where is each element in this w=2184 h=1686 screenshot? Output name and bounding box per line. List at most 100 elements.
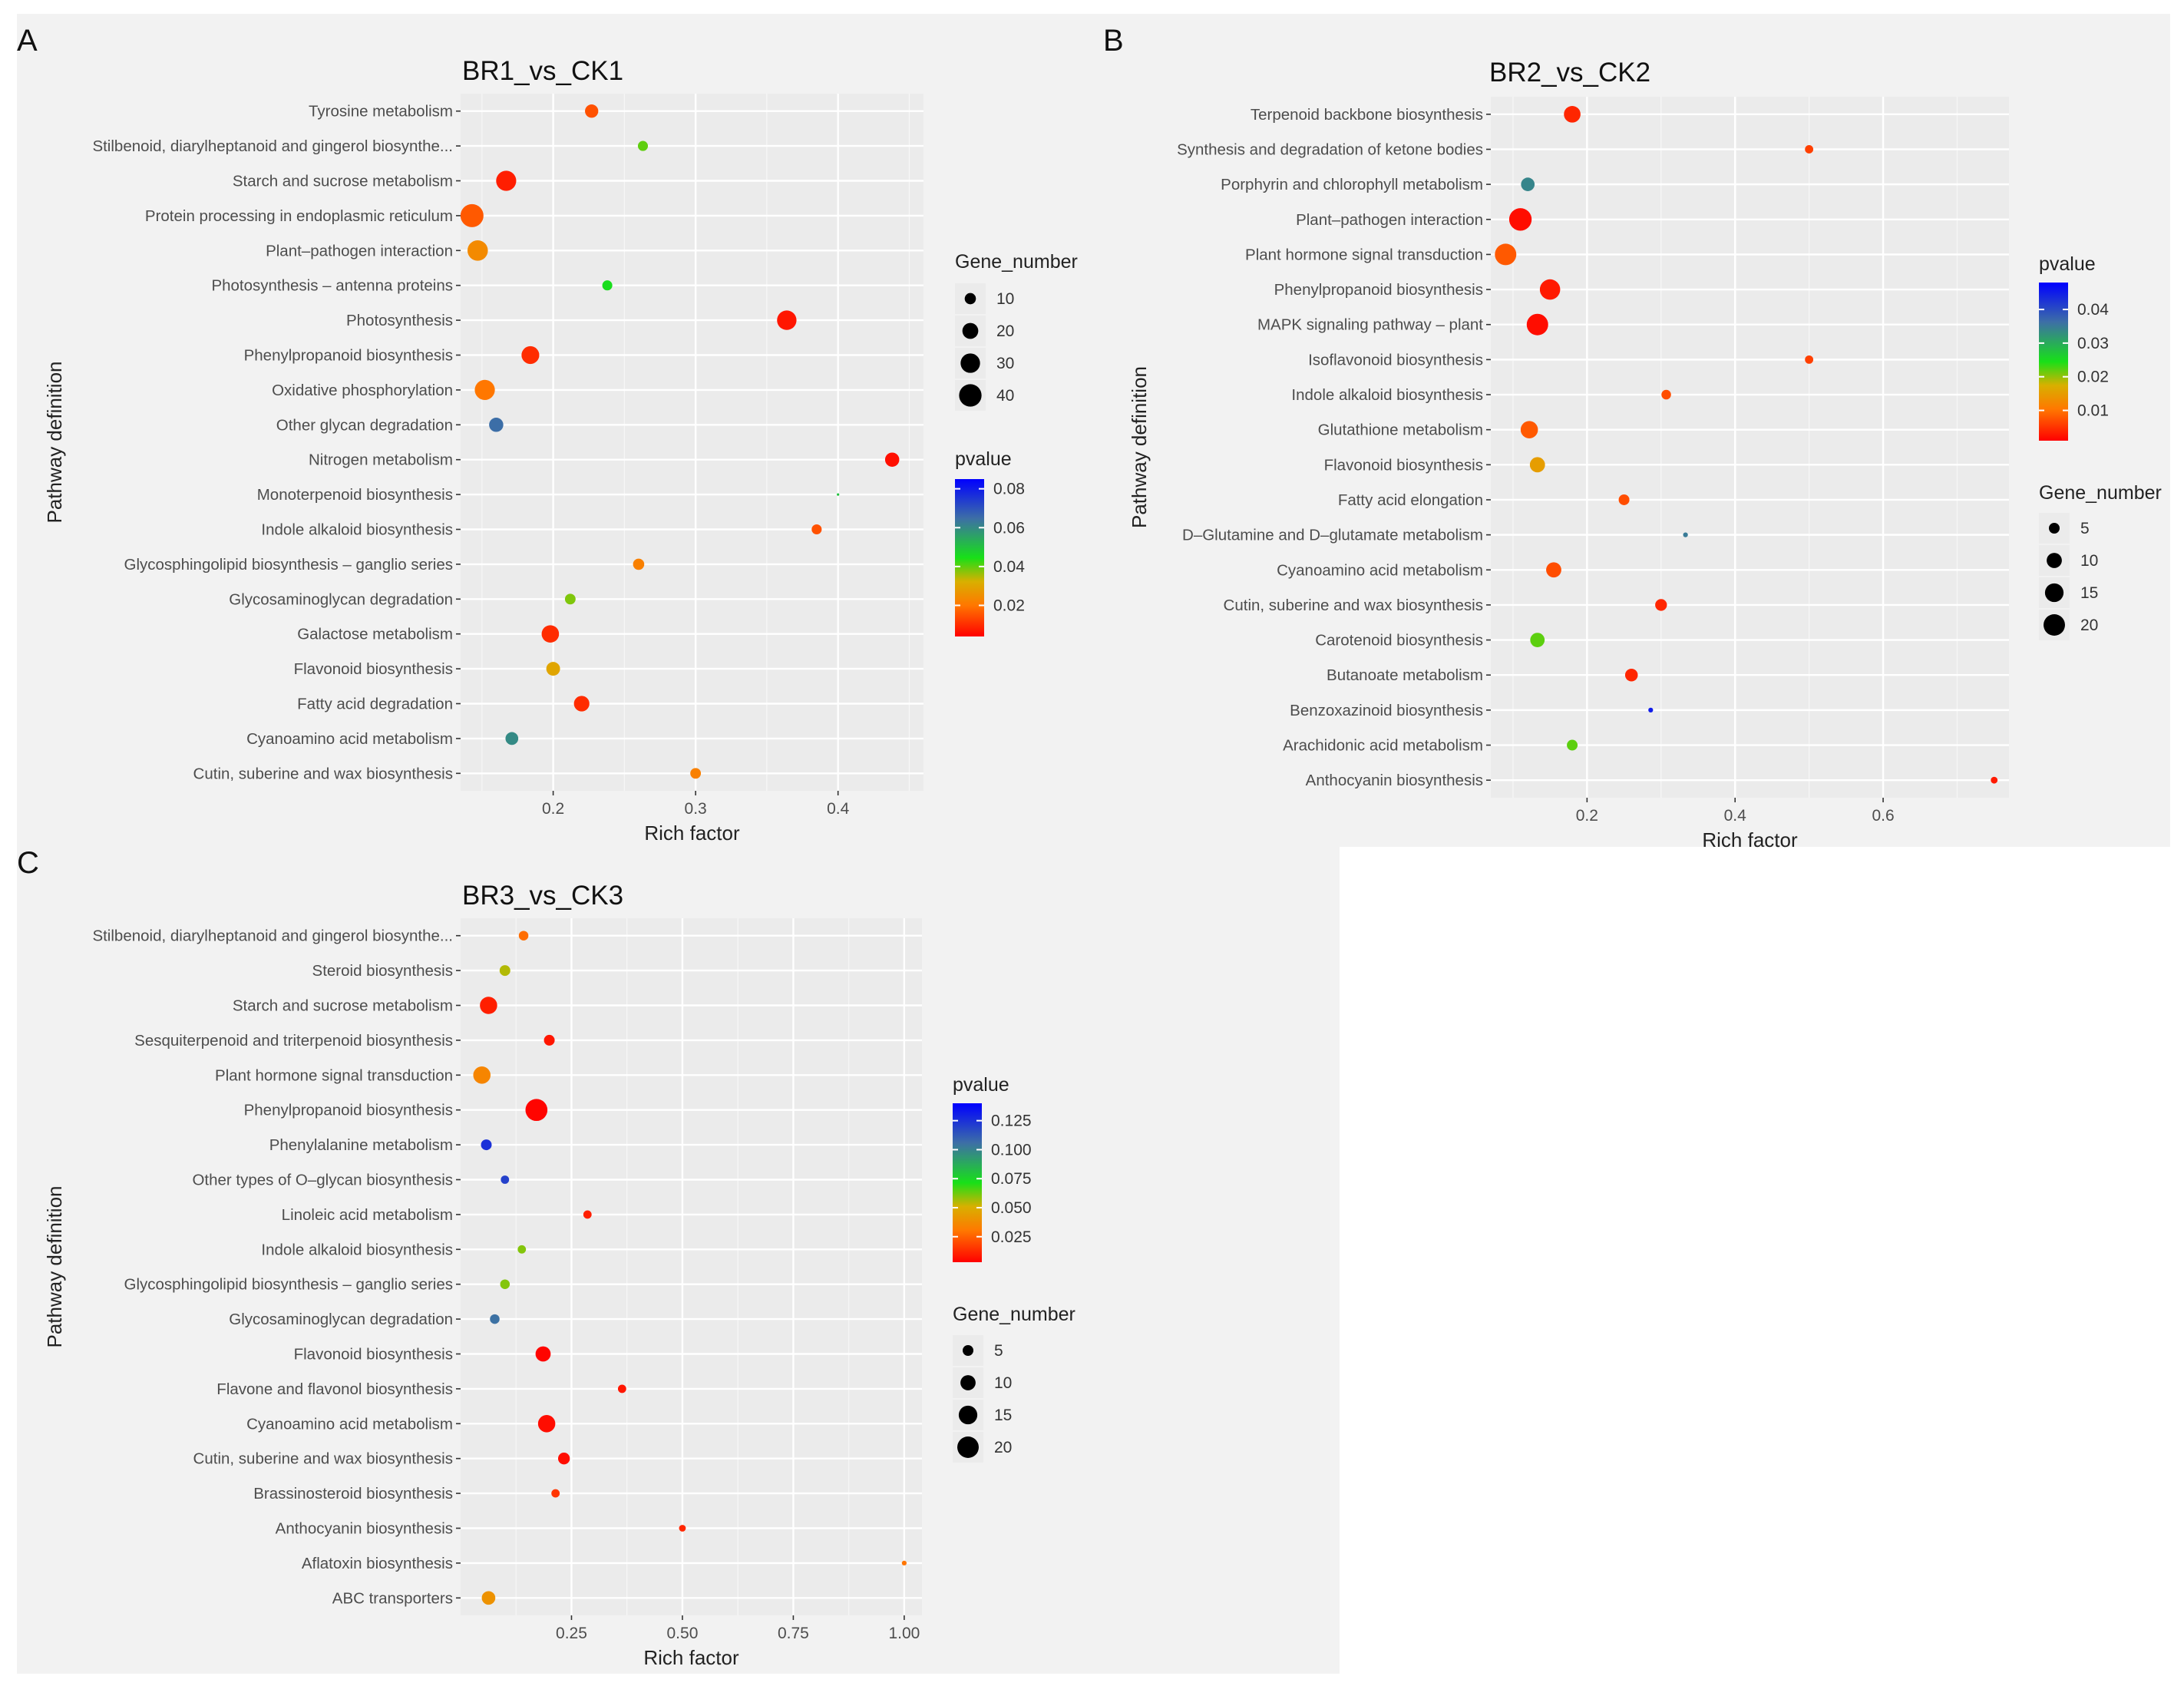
category-label: Phenylalanine metabolism	[269, 1136, 453, 1154]
data-point	[481, 1139, 492, 1151]
category-label: Galactose metabolism	[297, 626, 453, 643]
x-tick-label: 0.4	[827, 800, 850, 818]
category-label: Protein processing in endoplasmic reticu…	[145, 207, 453, 225]
category-label: Photosynthesis – antenna proteins	[211, 277, 453, 295]
category-label: Photosynthesis	[346, 312, 453, 329]
data-point	[473, 1066, 491, 1084]
category-label: Glycosphingolipid biosynthesis – ganglio…	[124, 556, 453, 574]
data-point	[1805, 355, 1814, 364]
data-point	[525, 1099, 548, 1122]
legend-label: 40	[996, 387, 1014, 405]
data-point	[1521, 177, 1535, 191]
data-point	[564, 593, 576, 605]
data-point	[573, 696, 590, 712]
data-point	[505, 732, 519, 745]
legend-label: 0.01	[2077, 402, 2109, 420]
category-label: Fatty acid degradation	[297, 696, 453, 713]
legend-label: 0.04	[993, 558, 1025, 576]
category-label: Carotenoid biosynthesis	[1315, 632, 1483, 650]
category-label: Sesquiterpenoid and triterpenoid biosynt…	[134, 1032, 453, 1050]
data-point	[557, 1453, 570, 1465]
x-tick-label: 0.4	[1724, 807, 1747, 825]
data-point	[1805, 145, 1814, 154]
data-point	[521, 345, 540, 365]
y-axis-title: Pathway definition	[1128, 366, 1151, 528]
legend-label: 0.075	[991, 1170, 1032, 1188]
data-point	[500, 1279, 510, 1289]
legend-title: pvalue	[955, 448, 1012, 470]
category-label: Butanoate metabolism	[1327, 666, 1483, 684]
x-tick-label: 0.75	[778, 1625, 809, 1642]
x-axis-title: Rich factor	[1702, 828, 1798, 851]
category-label: Cyanoamino acid metabolism	[1277, 561, 1483, 579]
data-point	[901, 1560, 907, 1566]
data-point	[602, 280, 613, 291]
panel-label-c: C	[17, 846, 39, 880]
data-point	[467, 240, 488, 261]
colorbar	[953, 1103, 982, 1262]
data-point	[474, 379, 495, 400]
legend-label: 0.025	[991, 1228, 1032, 1246]
category-label: Other glycan degradation	[276, 416, 453, 434]
category-label: Arachidonic acid metabolism	[1283, 737, 1483, 755]
category-label: Flavone and flavonol biosynthesis	[216, 1380, 453, 1398]
legend-size-dot	[958, 1405, 978, 1425]
category-label: Anthocyanin biosynthesis	[1306, 772, 1483, 789]
data-point	[546, 662, 560, 676]
legend-label: 20	[996, 322, 1014, 340]
legend-label: 0.100	[991, 1141, 1032, 1159]
data-point	[1530, 633, 1545, 647]
legend-title: Gene_number	[2039, 482, 2162, 504]
x-tick-label: 0.3	[685, 800, 707, 818]
category-label: Isoflavonoid biosynthesis	[1308, 351, 1483, 369]
legend-title: Gene_number	[953, 1304, 1075, 1325]
data-point	[633, 558, 645, 570]
legend-label: 20	[2080, 617, 2098, 634]
data-point	[1567, 739, 1578, 751]
legend-label: 15	[2080, 584, 2098, 602]
panel-c: C BR3_vs_CK3 Stilbenoid, diarylheptanoid …	[17, 846, 1075, 1669]
category-label: Glycosphingolipid biosynthesis – ganglio…	[124, 1276, 453, 1294]
legend-label: 0.03	[2077, 335, 2109, 352]
category-label: Phenylpropanoid biosynthesis	[244, 1102, 453, 1119]
legend-title: pvalue	[2039, 253, 2096, 275]
category-label: Synthesis and degradation of ketone bodi…	[1177, 140, 1483, 158]
legend-size-dot	[962, 322, 979, 339]
data-point	[501, 1175, 510, 1184]
legend-size-dot	[959, 384, 982, 407]
y-axis-title: Pathway definition	[43, 361, 66, 523]
legend-size-dot	[957, 1436, 979, 1458]
category-label: Terpenoid backbone biosynthesis	[1251, 106, 1483, 124]
data-point	[460, 203, 484, 227]
category-label: Plant–pathogen interaction	[1296, 211, 1483, 229]
legend-label: 0.06	[993, 519, 1025, 537]
data-point	[1520, 421, 1538, 438]
data-point	[1991, 776, 1998, 784]
chart-title: BR1_vs_CK1	[462, 56, 623, 86]
category-label: Steroid biosynthesis	[312, 962, 453, 980]
data-point	[1655, 599, 1667, 611]
plot-area	[461, 918, 922, 1615]
data-point	[583, 1210, 592, 1219]
data-point	[637, 140, 649, 151]
category-label: Aflatoxin biosynthesis	[302, 1555, 453, 1572]
category-label: Plant–pathogen interaction	[266, 242, 453, 260]
data-point	[517, 1245, 527, 1254]
category-label: Plant hormone signal transduction	[1245, 246, 1483, 263]
legend-label: 10	[2080, 552, 2098, 570]
data-point	[1539, 279, 1561, 300]
category-label: Porphyrin and chlorophyll metabolism	[1221, 176, 1483, 193]
category-label: ABC transporters	[332, 1589, 453, 1607]
x-tick-label: 0.50	[667, 1625, 699, 1642]
category-label: Nitrogen metabolism	[309, 451, 453, 469]
category-label: Linoleic acid metabolism	[282, 1206, 453, 1224]
category-label: Fatty acid elongation	[1338, 491, 1483, 509]
category-label: Plant hormone signal transduction	[215, 1066, 453, 1084]
category-label: Stilbenoid, diarylheptanoid and gingerol…	[92, 137, 453, 155]
data-point	[489, 418, 504, 432]
category-label: Benzoxazinoid biosynthesis	[1290, 702, 1483, 719]
legend-title: pvalue	[953, 1074, 1009, 1096]
x-tick-label: 0.6	[1872, 807, 1894, 825]
category-label: Indole alkaloid biosynthesis	[1291, 386, 1483, 404]
